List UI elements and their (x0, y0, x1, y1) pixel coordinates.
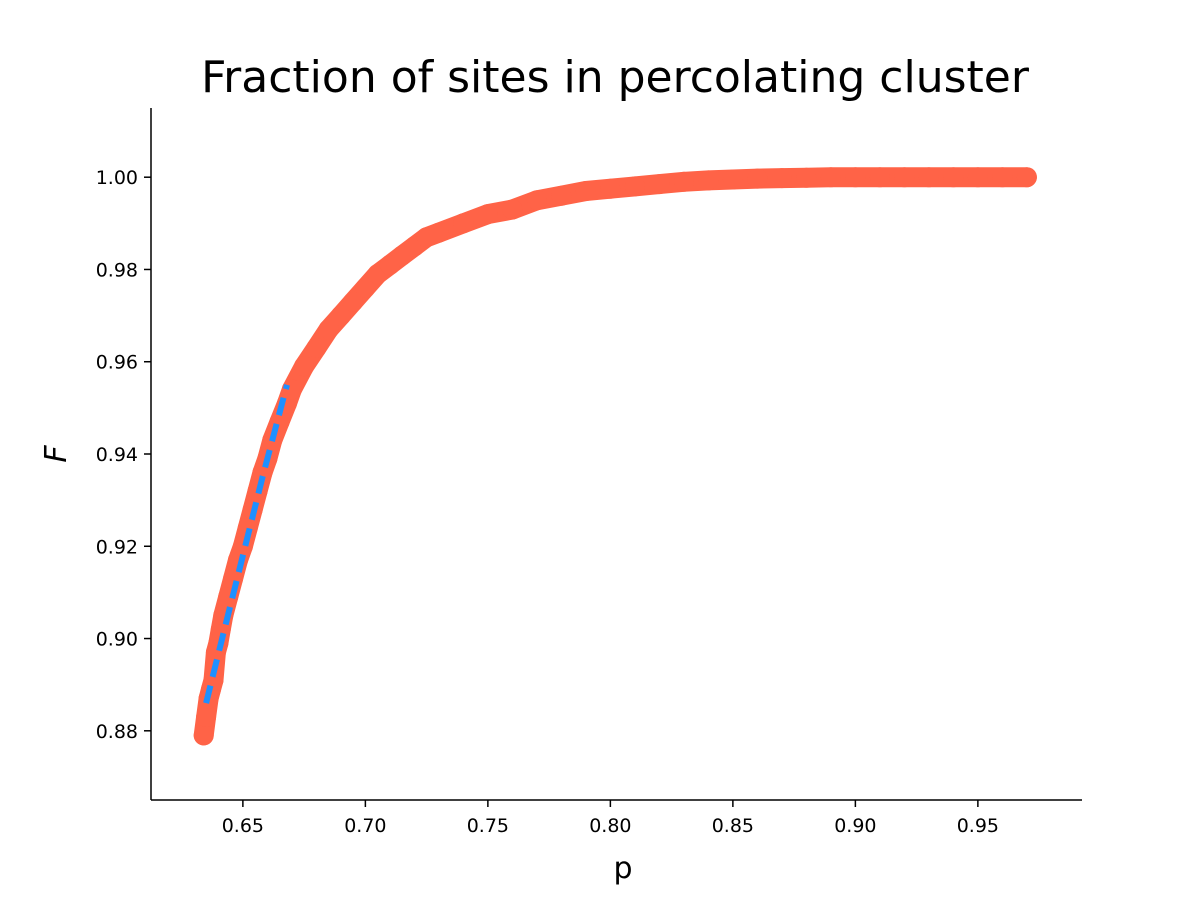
scatter-point (551, 185, 572, 206)
scatter-point (477, 204, 498, 225)
scatter-point (355, 277, 376, 298)
scatter-point (193, 725, 214, 746)
scatter-point (306, 337, 327, 358)
scatter-point (845, 167, 866, 188)
scatter-point (624, 176, 645, 197)
scatter-band (193, 167, 1037, 746)
scatter-point (796, 167, 817, 188)
scatter-point (237, 517, 258, 538)
y-tick-label: 0.88 (96, 721, 138, 743)
scatter-point (722, 169, 743, 190)
y-tick-label: 0.90 (96, 629, 138, 651)
x-ticks: 0.65 0.70 0.75 0.80 0.85 0.90 0.95 (222, 800, 999, 837)
scatter-point (673, 171, 694, 192)
scatter-point (747, 168, 768, 189)
scatter-point (575, 181, 596, 201)
scatter-point (281, 379, 302, 400)
scatter-point (967, 167, 988, 188)
plot-area (193, 167, 1037, 746)
scatter-point (943, 167, 964, 188)
x-tick-label: 0.80 (589, 815, 631, 837)
scatter-point (649, 174, 670, 195)
y-tick-label: 0.94 (96, 444, 138, 466)
y-tick-label: 1.00 (96, 167, 138, 189)
scatter-point (453, 213, 474, 234)
scatter-point (526, 190, 547, 211)
scatter-point (1016, 167, 1037, 188)
scatter-point (203, 670, 224, 691)
scatter-point (343, 291, 364, 312)
scatter-point (294, 356, 315, 377)
scatter-point (428, 222, 449, 243)
scatter-point (820, 167, 841, 188)
x-tick-label: 0.95 (957, 815, 999, 837)
x-tick-label: 0.65 (222, 815, 264, 837)
scatter-point (330, 305, 351, 326)
scatter-point (698, 170, 719, 191)
scatter-point (502, 199, 523, 220)
x-tick-label: 0.85 (712, 815, 754, 837)
y-ticks: 0.88 0.90 0.92 0.94 0.96 0.98 1.00 (96, 167, 151, 743)
scatter-point (894, 167, 915, 188)
fit-line (203, 384, 290, 704)
x-tick-label: 0.90 (834, 815, 876, 837)
x-tick-label: 0.70 (344, 815, 386, 837)
scatter-point (918, 167, 939, 188)
x-axis-label: p (613, 851, 632, 886)
y-tick-label: 0.96 (96, 352, 138, 374)
chart-title: Fraction of sites in percolating cluster (201, 52, 1030, 103)
scatter-point (771, 168, 792, 189)
y-tick-label: 0.98 (96, 259, 138, 281)
scatter-point (992, 167, 1013, 188)
x-tick-label: 0.75 (467, 815, 509, 837)
y-axis-label: F (39, 445, 74, 463)
y-tick-label: 0.92 (96, 536, 138, 558)
scatter-point (869, 167, 890, 188)
scatter-point (318, 319, 339, 340)
scatter-point (600, 178, 621, 199)
scatter-point (196, 707, 217, 727)
